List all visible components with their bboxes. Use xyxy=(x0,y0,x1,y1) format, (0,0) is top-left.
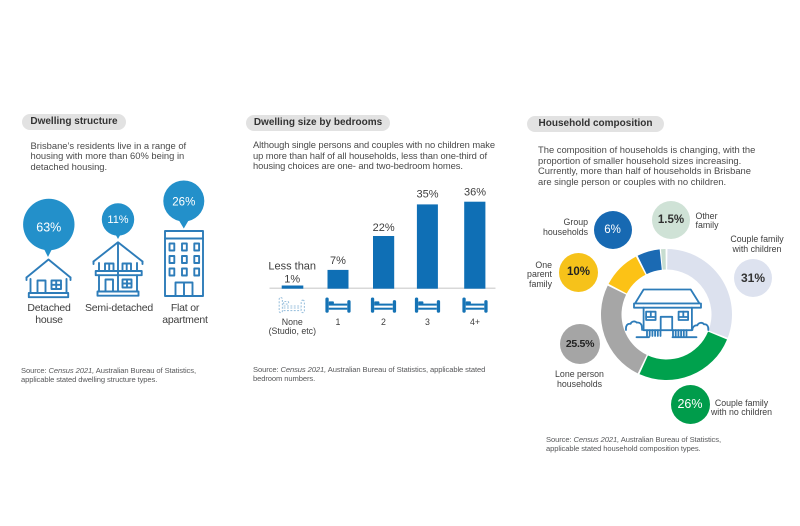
svg-text:11%: 11% xyxy=(107,214,128,226)
svg-text:26%: 26% xyxy=(172,197,195,209)
svg-text:35%: 35% xyxy=(416,189,438,201)
svg-text:36%: 36% xyxy=(464,187,486,199)
svg-text:1%: 1% xyxy=(284,274,300,286)
svg-text:Less than: Less than xyxy=(268,261,316,273)
svg-text:7%: 7% xyxy=(330,255,346,267)
svg-text:63%: 63% xyxy=(36,221,61,235)
svg-text:22%: 22% xyxy=(373,222,395,234)
